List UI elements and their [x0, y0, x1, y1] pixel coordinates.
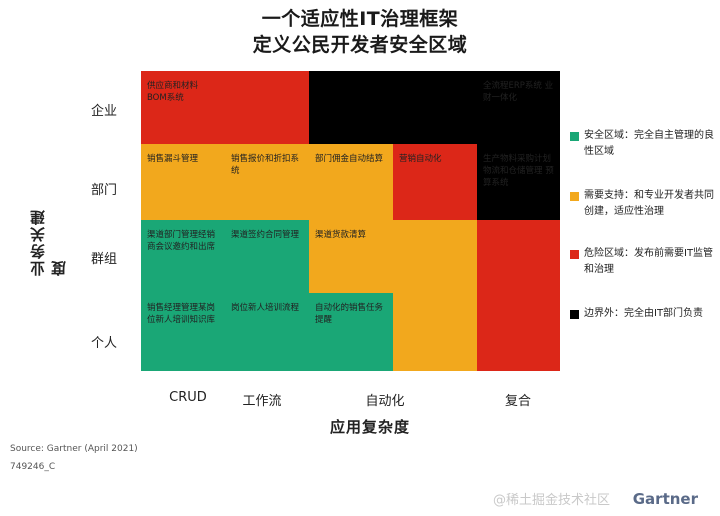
x-tick-label: 自动化	[365, 394, 405, 409]
y-tick-label: 企业	[90, 104, 117, 119]
x-tick-label: CRUD	[169, 390, 207, 405]
legend-swatch	[570, 192, 579, 201]
heatmap-cell-r3-c1: 岗位新人培训流程	[225, 293, 309, 371]
heatmap-cell-r2-c4	[477, 220, 560, 293]
heatmap-cell-r0-c2	[309, 71, 393, 144]
chart-title-line2: 定义公民开发者安全区域	[252, 34, 468, 56]
legend-label: 危险区域：发布前需要IT监管和治理	[584, 248, 714, 275]
figure-code: 749246_C	[10, 462, 56, 472]
source-note: Source: Gartner (April 2021)	[10, 444, 138, 454]
y-tick-label: 群组	[90, 252, 117, 267]
heatmap-cell-r3-c0: 销售经理管理某岗位新人培训知识库	[141, 293, 225, 371]
chart-title-line1: 一个适应性IT治理框架	[261, 8, 459, 30]
heatmap-cell-r2-c0: 渠道部门管理经销商会议邀约和出席	[141, 220, 225, 293]
legend-swatch	[570, 132, 579, 141]
heatmap-cell-r2-c2: 渠道货款清算	[309, 220, 393, 293]
heatmap-cell-r3-c3	[393, 293, 477, 371]
heatmap-cell-r3-c4	[477, 293, 560, 371]
heatmap-cell-r0-c1	[225, 71, 309, 144]
heatmap-cell-r1-c3: 营销自动化	[393, 144, 477, 220]
legend-label: 需要支持：和专业开发者共同创建，适应性治理	[584, 190, 714, 217]
heatmap-cell-r1-c4: 生产物料采购计划 物流和仓储管理 预算系统	[477, 144, 560, 220]
heatmap-cell-r2-c1: 渠道签约合同管理	[225, 220, 309, 293]
heatmap-cell-r0-c4: 全流程ERP系统 业财一体化	[477, 71, 560, 144]
y-axis-title: 业务关建度	[29, 208, 68, 276]
heatmap-cell-r3-c2: 自动化的销售任务提醒	[309, 293, 393, 371]
x-tick-label: 复合	[504, 394, 531, 409]
y-tick-label: 部门	[90, 183, 117, 198]
legend-label: 安全区域：完全自主管理的良性区域	[584, 130, 714, 157]
heatmap-cell-r1-c2: 部门佣金自动结算	[309, 144, 393, 220]
heatmap-cell-r0-c3	[393, 71, 477, 144]
gartner-logo: Gartner	[632, 490, 698, 508]
y-tick-label: 个人	[90, 336, 117, 351]
heatmap-cell-r2-c3	[393, 220, 477, 293]
heatmap-grid: 供应商和材料 BOM系统 全流程ERP系统 业财一体化销售漏斗管理 销售报价和折扣系…	[141, 71, 560, 371]
heatmap-cell-r1-c1: 销售报价和折扣系统	[225, 144, 309, 220]
watermark-text: @稀土掘金技术社区	[492, 493, 610, 508]
legend-swatch	[570, 250, 579, 259]
legend-label: 边界外：完全由IT部门负责	[584, 308, 704, 319]
heatmap-cell-r1-c0: 销售漏斗管理	[141, 144, 225, 220]
heatmap-cell-r0-c0: 供应商和材料 BOM系统	[141, 71, 225, 144]
x-axis-title: 应用复杂度	[329, 418, 410, 436]
legend-swatch	[570, 310, 579, 319]
x-tick-label: 工作流	[242, 394, 282, 409]
